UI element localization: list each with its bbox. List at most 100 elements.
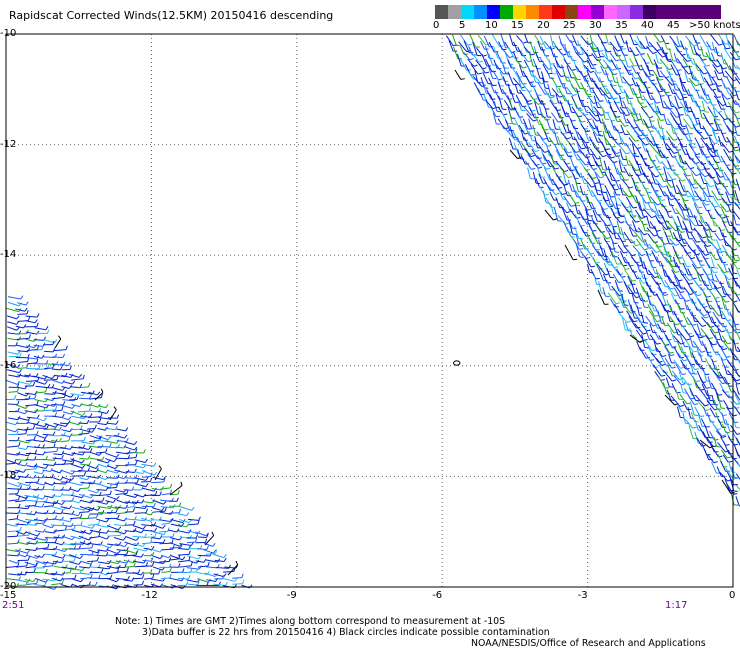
- wind-barb: [35, 481, 47, 486]
- wind-barb: [665, 377, 674, 388]
- wind-barb: [594, 184, 602, 196]
- wind-barb: [169, 542, 183, 547]
- colorbar-swatch: [461, 5, 474, 19]
- wind-barb: [26, 540, 38, 545]
- wind-barb: [540, 71, 549, 83]
- wind-barb: [617, 207, 625, 218]
- wind-barb: [141, 487, 157, 492]
- colorbar-label: 15: [511, 20, 524, 31]
- wind-barb: [569, 130, 577, 141]
- wind-barb: [549, 46, 558, 58]
- wind-barb: [188, 520, 200, 526]
- wind-barb: [682, 220, 693, 233]
- wind-barb: [6, 428, 19, 433]
- wind-barb: [107, 505, 122, 510]
- wind-barb: [702, 227, 713, 238]
- wind-barb: [606, 155, 618, 164]
- wind-barb: [728, 231, 740, 244]
- wind-barb: [98, 574, 113, 580]
- wind-barb: [689, 387, 700, 402]
- wind-barb: [700, 365, 710, 375]
- wind-barb: [687, 131, 696, 145]
- wind-barb: [684, 227, 694, 240]
- wind-barb: [222, 577, 238, 582]
- wind-barb: [17, 581, 28, 586]
- wind-barb: [572, 34, 581, 46]
- wind-barb: [601, 107, 610, 121]
- wind-barb: [69, 545, 82, 550]
- wind-barb: [17, 482, 32, 487]
- wind-barb: [68, 554, 84, 560]
- wind-barb: [637, 135, 650, 146]
- colorbar-swatch: [513, 5, 526, 19]
- wind-barb: [734, 113, 740, 126]
- wind-barb: [587, 105, 600, 117]
- wind-barb: [78, 429, 91, 435]
- wind-barb: [675, 401, 686, 413]
- wind-barb: [575, 233, 583, 247]
- wind-barb: [106, 465, 119, 470]
- wind-barb: [62, 574, 77, 580]
- wind-barb: [78, 407, 91, 413]
- wind-barb: [694, 431, 703, 444]
- wind-barb: [53, 558, 64, 563]
- wind-barb: [134, 458, 148, 463]
- wind-barb: [640, 106, 654, 119]
- wind-barb: [657, 287, 669, 297]
- wind-barb: [607, 99, 618, 113]
- wind-barb: [698, 119, 705, 130]
- wind-barb: [8, 469, 20, 474]
- wind-barb: [61, 393, 75, 398]
- wind-barb: [701, 100, 709, 113]
- wind-barb: [643, 261, 652, 275]
- wind-barb: [26, 430, 39, 436]
- wind-barb: [680, 40, 688, 50]
- wind-barb: [687, 53, 698, 65]
- wind-barb: [645, 315, 658, 327]
- wind-barb: [558, 87, 570, 102]
- wind-barb: [43, 340, 55, 346]
- wind-barb: [89, 574, 101, 579]
- wind-barb: [187, 529, 201, 535]
- wind-barb: [580, 123, 591, 133]
- wind-barb: [26, 579, 39, 585]
- wind-barb: [133, 580, 144, 586]
- wind-barb: [17, 429, 28, 436]
- wind-barb: [97, 475, 109, 481]
- wind-barb: [693, 329, 704, 339]
- wind-barb: [721, 298, 730, 311]
- wind-barb: [143, 490, 158, 497]
- wind-barb: [106, 495, 120, 500]
- wind-barb: [109, 406, 117, 421]
- wind-barb: [619, 184, 627, 196]
- wind-barb: [26, 414, 40, 419]
- wind-barb: [703, 292, 713, 303]
- wind-barb: [177, 529, 192, 534]
- wind-barb: [653, 59, 663, 69]
- wind-barb: [197, 533, 209, 539]
- wind-barb: [6, 315, 20, 320]
- wind-barb: [729, 245, 739, 256]
- wind-barb: [616, 268, 626, 278]
- wind-barb: [61, 476, 75, 481]
- wind-barb: [581, 100, 591, 113]
- wind-barb: [691, 93, 702, 108]
- wind-barb: [34, 568, 48, 574]
- lon-tick-label: -6: [432, 590, 443, 601]
- wind-barb: [7, 526, 22, 533]
- wind-barb: [574, 111, 586, 123]
- wind-barb: [160, 532, 175, 538]
- wind-barb: [640, 311, 649, 324]
- wind-barb: [7, 552, 21, 557]
- wind-barb: [106, 549, 121, 555]
- wind-barb: [699, 439, 714, 449]
- wind-barb: [654, 190, 666, 202]
- wind-barb: [646, 45, 657, 54]
- wind-barb: [630, 112, 640, 122]
- wind-barb: [197, 561, 210, 568]
- wind-barb: [641, 196, 650, 210]
- wind-barb: [711, 281, 721, 289]
- wind-barb: [35, 329, 50, 335]
- wind-barb: [629, 238, 640, 247]
